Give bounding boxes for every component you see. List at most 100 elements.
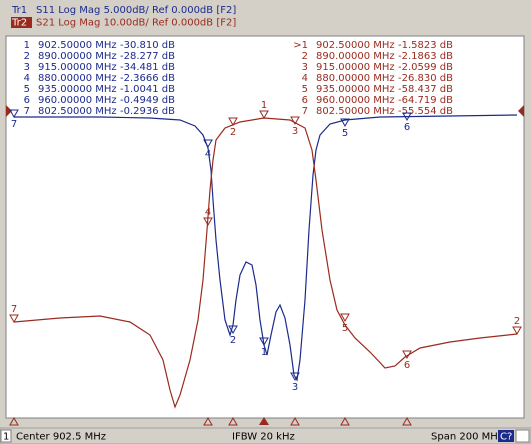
marker-freq: 915.00000 MHz (38, 62, 117, 73)
bottom-active-marker (259, 417, 269, 425)
marker-freq: 902.50000 MHz (38, 40, 117, 51)
marker-freq: 890.00000 MHz (38, 51, 117, 62)
tr2-marker (228, 117, 238, 127)
marker-num: 6 (302, 95, 308, 106)
tr2-marker (259, 110, 269, 120)
tr1-marker-label: 1 (261, 347, 267, 358)
s21-trace (13, 117, 518, 409)
marker-value: -2.1863 dB (398, 51, 453, 62)
center-freq[interactable]: Center 902.5 MHz (16, 432, 106, 443)
marker-freq: 880.00000 MHz (38, 73, 117, 84)
tr2-marker-label: 5 (342, 323, 348, 334)
bottom-marker (9, 416, 19, 426)
marker-value: -55.554 dB (398, 106, 453, 117)
bottom-marker (203, 416, 213, 426)
marker-value: -0.2936 dB (120, 106, 175, 117)
tr2-active-box (11, 17, 32, 28)
tr1-marker (228, 325, 238, 335)
tr2-marker-label: 2 (230, 127, 236, 138)
cal-box[interactable] (498, 430, 514, 442)
tr2-marker-label: 3 (292, 126, 298, 137)
span[interactable]: Span 200 MHz (431, 432, 503, 443)
tr1-id: Tr1 (11, 5, 27, 16)
bottom-marker (290, 416, 300, 426)
marker-value: -28.277 dB (120, 51, 175, 62)
s11-trace (14, 114, 518, 382)
tr1-marker (290, 372, 300, 382)
marker-value: -26.830 dB (398, 73, 453, 84)
marker-freq: 880.00000 MHz (316, 73, 395, 84)
marker-num: 7 (24, 106, 30, 117)
status-bar (0, 427, 531, 444)
tr1-marker-label: 2 (230, 335, 236, 346)
tr1-marker (9, 109, 19, 119)
marker-num: 4 (24, 73, 30, 84)
tr1-marker-label: 7 (11, 119, 17, 130)
marker-value: -2.3666 dB (120, 73, 175, 84)
bottom-marker (228, 416, 238, 426)
tr2-marker (9, 314, 19, 324)
marker-num: 1 (24, 40, 30, 51)
marker-num: 7 (302, 106, 308, 117)
marker-freq: 915.00000 MHz (316, 62, 395, 73)
tr2-marker-label: 1 (261, 100, 267, 111)
status-icon[interactable] (515, 429, 530, 443)
plot-area (5, 35, 525, 419)
marker-num: 2 (24, 51, 30, 62)
tr1-marker-label: 4 (205, 149, 211, 160)
tr2-marker-label: 6 (404, 360, 410, 371)
tr1-marker (259, 337, 269, 347)
bottom-marker (340, 416, 350, 426)
tr1-marker-label: 6 (404, 122, 410, 133)
marker-num: 5 (302, 84, 308, 95)
marker-num: >1 (293, 40, 308, 51)
tr2-marker-label: 2 (514, 316, 520, 327)
ref-arrow-left (6, 105, 12, 117)
tr2-id: Tr2 (11, 18, 27, 29)
tr1-marker (203, 139, 213, 149)
marker-freq: 802.50000 MHz (38, 106, 117, 117)
marker-num: 5 (24, 84, 30, 95)
tr1-marker (340, 118, 350, 128)
marker-freq: 902.50000 MHz (316, 40, 395, 51)
marker-value: -1.5823 dB (398, 40, 453, 51)
tr1-text: S11 Log Mag 5.000dB/ Ref 0.000dB [F2] (36, 5, 236, 16)
marker-freq: 802.50000 MHz (316, 106, 395, 117)
marker-value: -58.437 dB (398, 84, 453, 95)
marker-num: 2 (302, 51, 308, 62)
bottom-marker (402, 416, 412, 426)
marker-value: -64.719 dB (398, 95, 453, 106)
tr2-marker-label: 7 (11, 304, 17, 315)
marker-value: -2.0599 dB (398, 62, 453, 73)
marker-value: -1.0041 dB (120, 84, 175, 95)
tr2-marker (203, 217, 213, 227)
marker-num: 6 (24, 95, 30, 106)
tr2-text: S21 Log Mag 10.00dB/ Ref 0.000dB [F2] (36, 18, 236, 29)
marker-value: -30.810 dB (120, 40, 175, 51)
tr1-marker-label: 3 (292, 382, 298, 393)
marker-num: 4 (302, 73, 308, 84)
tr1-marker (402, 112, 412, 122)
marker-freq: 960.00000 MHz (38, 95, 117, 106)
ref-arrow-right (518, 105, 524, 117)
marker-freq: 890.00000 MHz (316, 51, 395, 62)
marker-freq: 960.00000 MHz (316, 95, 395, 106)
marker-tables: 1 902.50000 MHz -30.810 dB2 890.00000 MHz -2… (24, 40, 454, 117)
ifbw[interactable]: IFBW 20 kHz (232, 432, 295, 443)
tr2-marker (340, 313, 350, 323)
tr2-marker (402, 350, 412, 360)
plot-markers: 1 2 3 4 5 6 7 1 2 3 4 5 6 7 2 (9, 100, 522, 393)
marker-num: 3 (302, 62, 308, 73)
tr2-marker (290, 116, 300, 126)
channel-box[interactable] (0, 429, 12, 443)
marker-freq: 935.00000 MHz (38, 84, 117, 95)
marker-value: -34.481 dB (120, 62, 175, 73)
channel[interactable]: 1 (3, 432, 9, 443)
marker-freq: 935.00000 MHz (316, 84, 395, 95)
marker-value: -0.4949 dB (120, 95, 175, 106)
cal-status[interactable]: C? (500, 432, 512, 443)
tr2-marker-label: 4 (205, 207, 211, 218)
marker-num: 3 (24, 62, 30, 73)
